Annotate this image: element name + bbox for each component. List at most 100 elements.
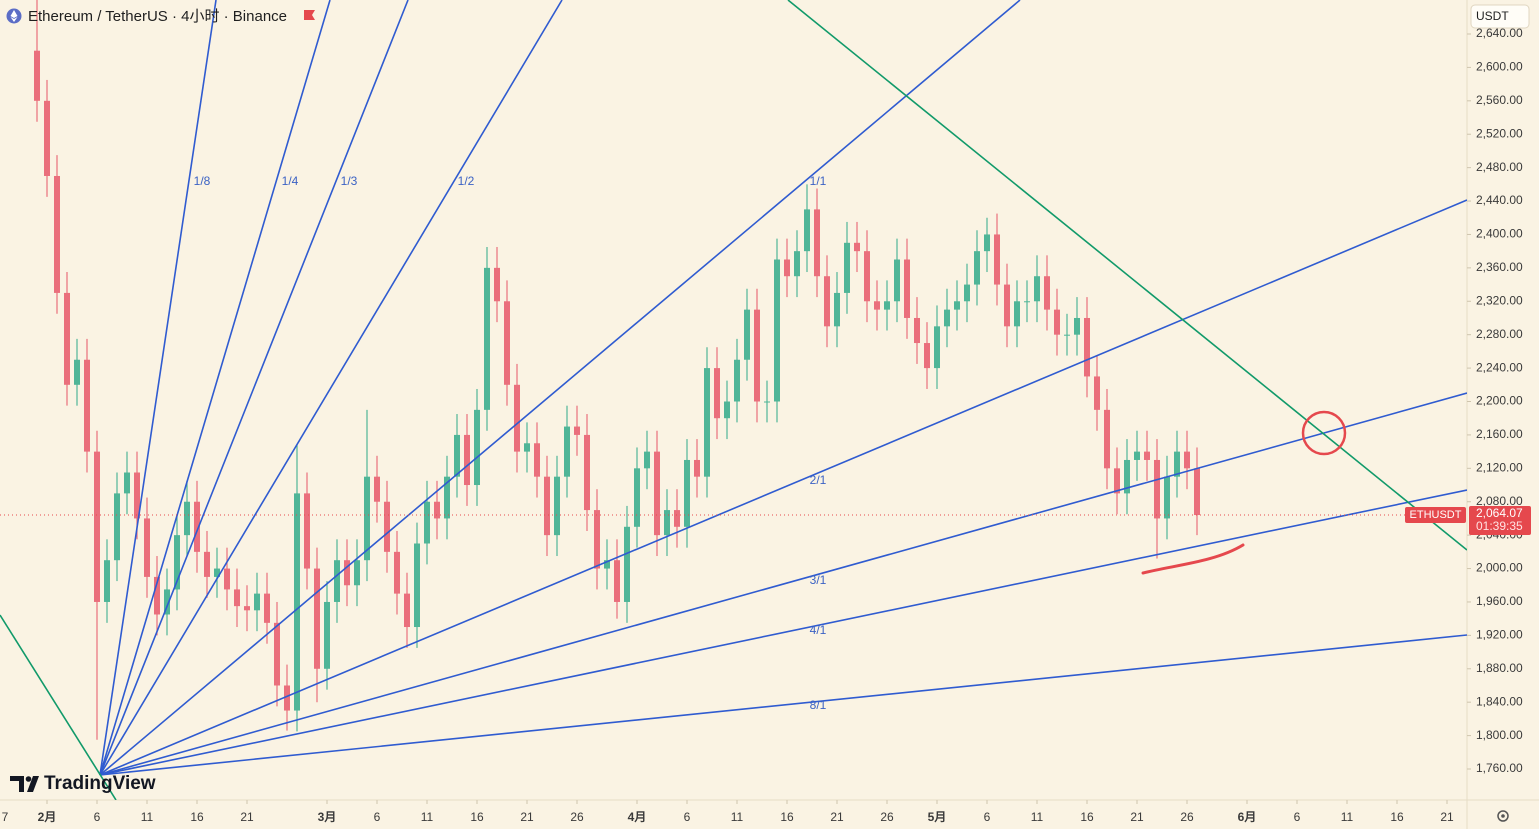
candle-body: [244, 606, 250, 611]
fan-line: [99, 0, 217, 776]
candle-body: [824, 276, 830, 327]
candle-body: [1164, 476, 1170, 519]
candle-body: [924, 343, 930, 369]
fan-label: 8/1: [810, 698, 827, 712]
fan-label: 1/8: [194, 174, 211, 188]
candle-body: [64, 292, 70, 385]
candle-body: [944, 309, 950, 327]
fan-line: [99, 0, 409, 776]
y-tick-label: 2,320.00: [1476, 293, 1523, 307]
fan-label: 1/1: [810, 174, 827, 188]
y-tick-label: 2,480.00: [1476, 160, 1523, 174]
candle-body: [524, 443, 530, 452]
candle-body: [214, 568, 220, 577]
price-axis: 1,760.00 1,800.00 1,840.00 1,880.00 1,920.00…: [1467, 26, 1523, 775]
y-tick-label: 2,560.00: [1476, 93, 1523, 107]
currency-button[interactable]: [1470, 4, 1530, 29]
fan-line: [99, 0, 563, 776]
fan-labels: 1/8 1/4 1/3 1/2 1/1 2/1 3/1 4/1 8/1: [194, 174, 827, 712]
candle-body: [614, 560, 620, 602]
settings-icon-center[interactable]: [1501, 814, 1505, 818]
candle-body: [344, 560, 350, 586]
x-tick-label: 21: [1130, 810, 1144, 824]
candle-body: [514, 384, 520, 452]
candle-body: [494, 267, 500, 302]
y-tick-label: 2,000.00: [1476, 561, 1523, 575]
x-tick-label: 16: [1390, 810, 1404, 824]
candle-body: [1014, 301, 1020, 327]
candle-body: [1044, 276, 1050, 310]
fan-label: 2/1: [810, 473, 827, 487]
candle-body: [634, 468, 640, 527]
time-axis: 7 2月 6 11 16 21 3月 6 11 16 21 26 4月 6 11 16 21 26 5月 6 11 16 2…: [2, 800, 1454, 824]
candle-body: [994, 234, 1000, 285]
candle-body: [294, 493, 300, 711]
y-tick-label: 2,280.00: [1476, 327, 1523, 341]
x-tick-label: 16: [190, 810, 204, 824]
x-tick-label: 3月: [318, 810, 337, 824]
x-tick-label: 21: [1440, 810, 1454, 824]
currency-label[interactable]: USDT: [1476, 9, 1509, 23]
candle-body: [854, 242, 860, 252]
y-tick-label: 1,960.00: [1476, 594, 1523, 608]
x-tick-label: 7: [2, 810, 9, 824]
candle-body: [1154, 459, 1160, 519]
candle-body: [794, 251, 800, 277]
y-tick-label: 2,080.00: [1476, 494, 1523, 508]
candle-body: [754, 309, 760, 402]
countdown-label: 01:39:35: [1476, 519, 1523, 533]
candle-body: [1034, 276, 1040, 302]
candle-body: [34, 50, 40, 101]
symbol-icon-glyph: [10, 10, 18, 22]
candle-body: [504, 301, 510, 385]
candle-body: [974, 251, 980, 285]
candle-body: [334, 560, 340, 602]
candle-body: [394, 551, 400, 594]
candle-body: [564, 426, 570, 477]
candle-body: [74, 359, 80, 385]
candle-body: [404, 593, 410, 628]
candle-body: [664, 510, 670, 536]
fan-line: [99, 0, 331, 776]
candle-body: [534, 443, 540, 477]
candle-body: [254, 593, 260, 611]
x-tick-label: 11: [1031, 810, 1044, 824]
candles: [34, 0, 1200, 740]
flag-icon[interactable]: [304, 10, 315, 20]
x-tick-label: 26: [880, 810, 894, 824]
chart-title: Ethereum / TetherUS · 4小时 · Binance: [28, 8, 287, 25]
candle-body: [314, 568, 320, 669]
candle-body: [114, 493, 120, 561]
candle-body: [984, 234, 990, 252]
y-tick-label: 2,200.00: [1476, 394, 1523, 408]
candle-body: [1084, 317, 1090, 377]
fan-label: 4/1: [810, 623, 827, 637]
settings-icon[interactable]: [1497, 810, 1509, 822]
candle-body: [1064, 334, 1070, 336]
candle-body: [264, 593, 270, 623]
candle-body: [834, 292, 840, 327]
candle-body: [684, 459, 690, 527]
candle-body: [104, 560, 110, 602]
x-tick-label: 11: [421, 810, 434, 824]
candle-body: [624, 526, 630, 602]
candle-body: [704, 368, 710, 477]
candle-body: [884, 301, 890, 310]
y-tick-label: 2,640.00: [1476, 26, 1523, 40]
candle-body: [674, 510, 680, 527]
symbol-tag-label: ETHUSDT: [1410, 509, 1462, 521]
candle-body: [1144, 451, 1150, 460]
candle-body: [744, 309, 750, 360]
fan-label: 3/1: [810, 573, 827, 587]
fan-line: [99, 199, 1467, 776]
candle-body: [874, 301, 880, 310]
watermark-logo-dot: [25, 776, 32, 782]
fan-label: 1/3: [341, 174, 358, 188]
candle-body: [724, 401, 730, 419]
x-tick-label: 26: [1180, 810, 1194, 824]
candle-body: [384, 501, 390, 552]
fan-line: [99, 0, 1021, 776]
x-tick-label: 26: [570, 810, 584, 824]
